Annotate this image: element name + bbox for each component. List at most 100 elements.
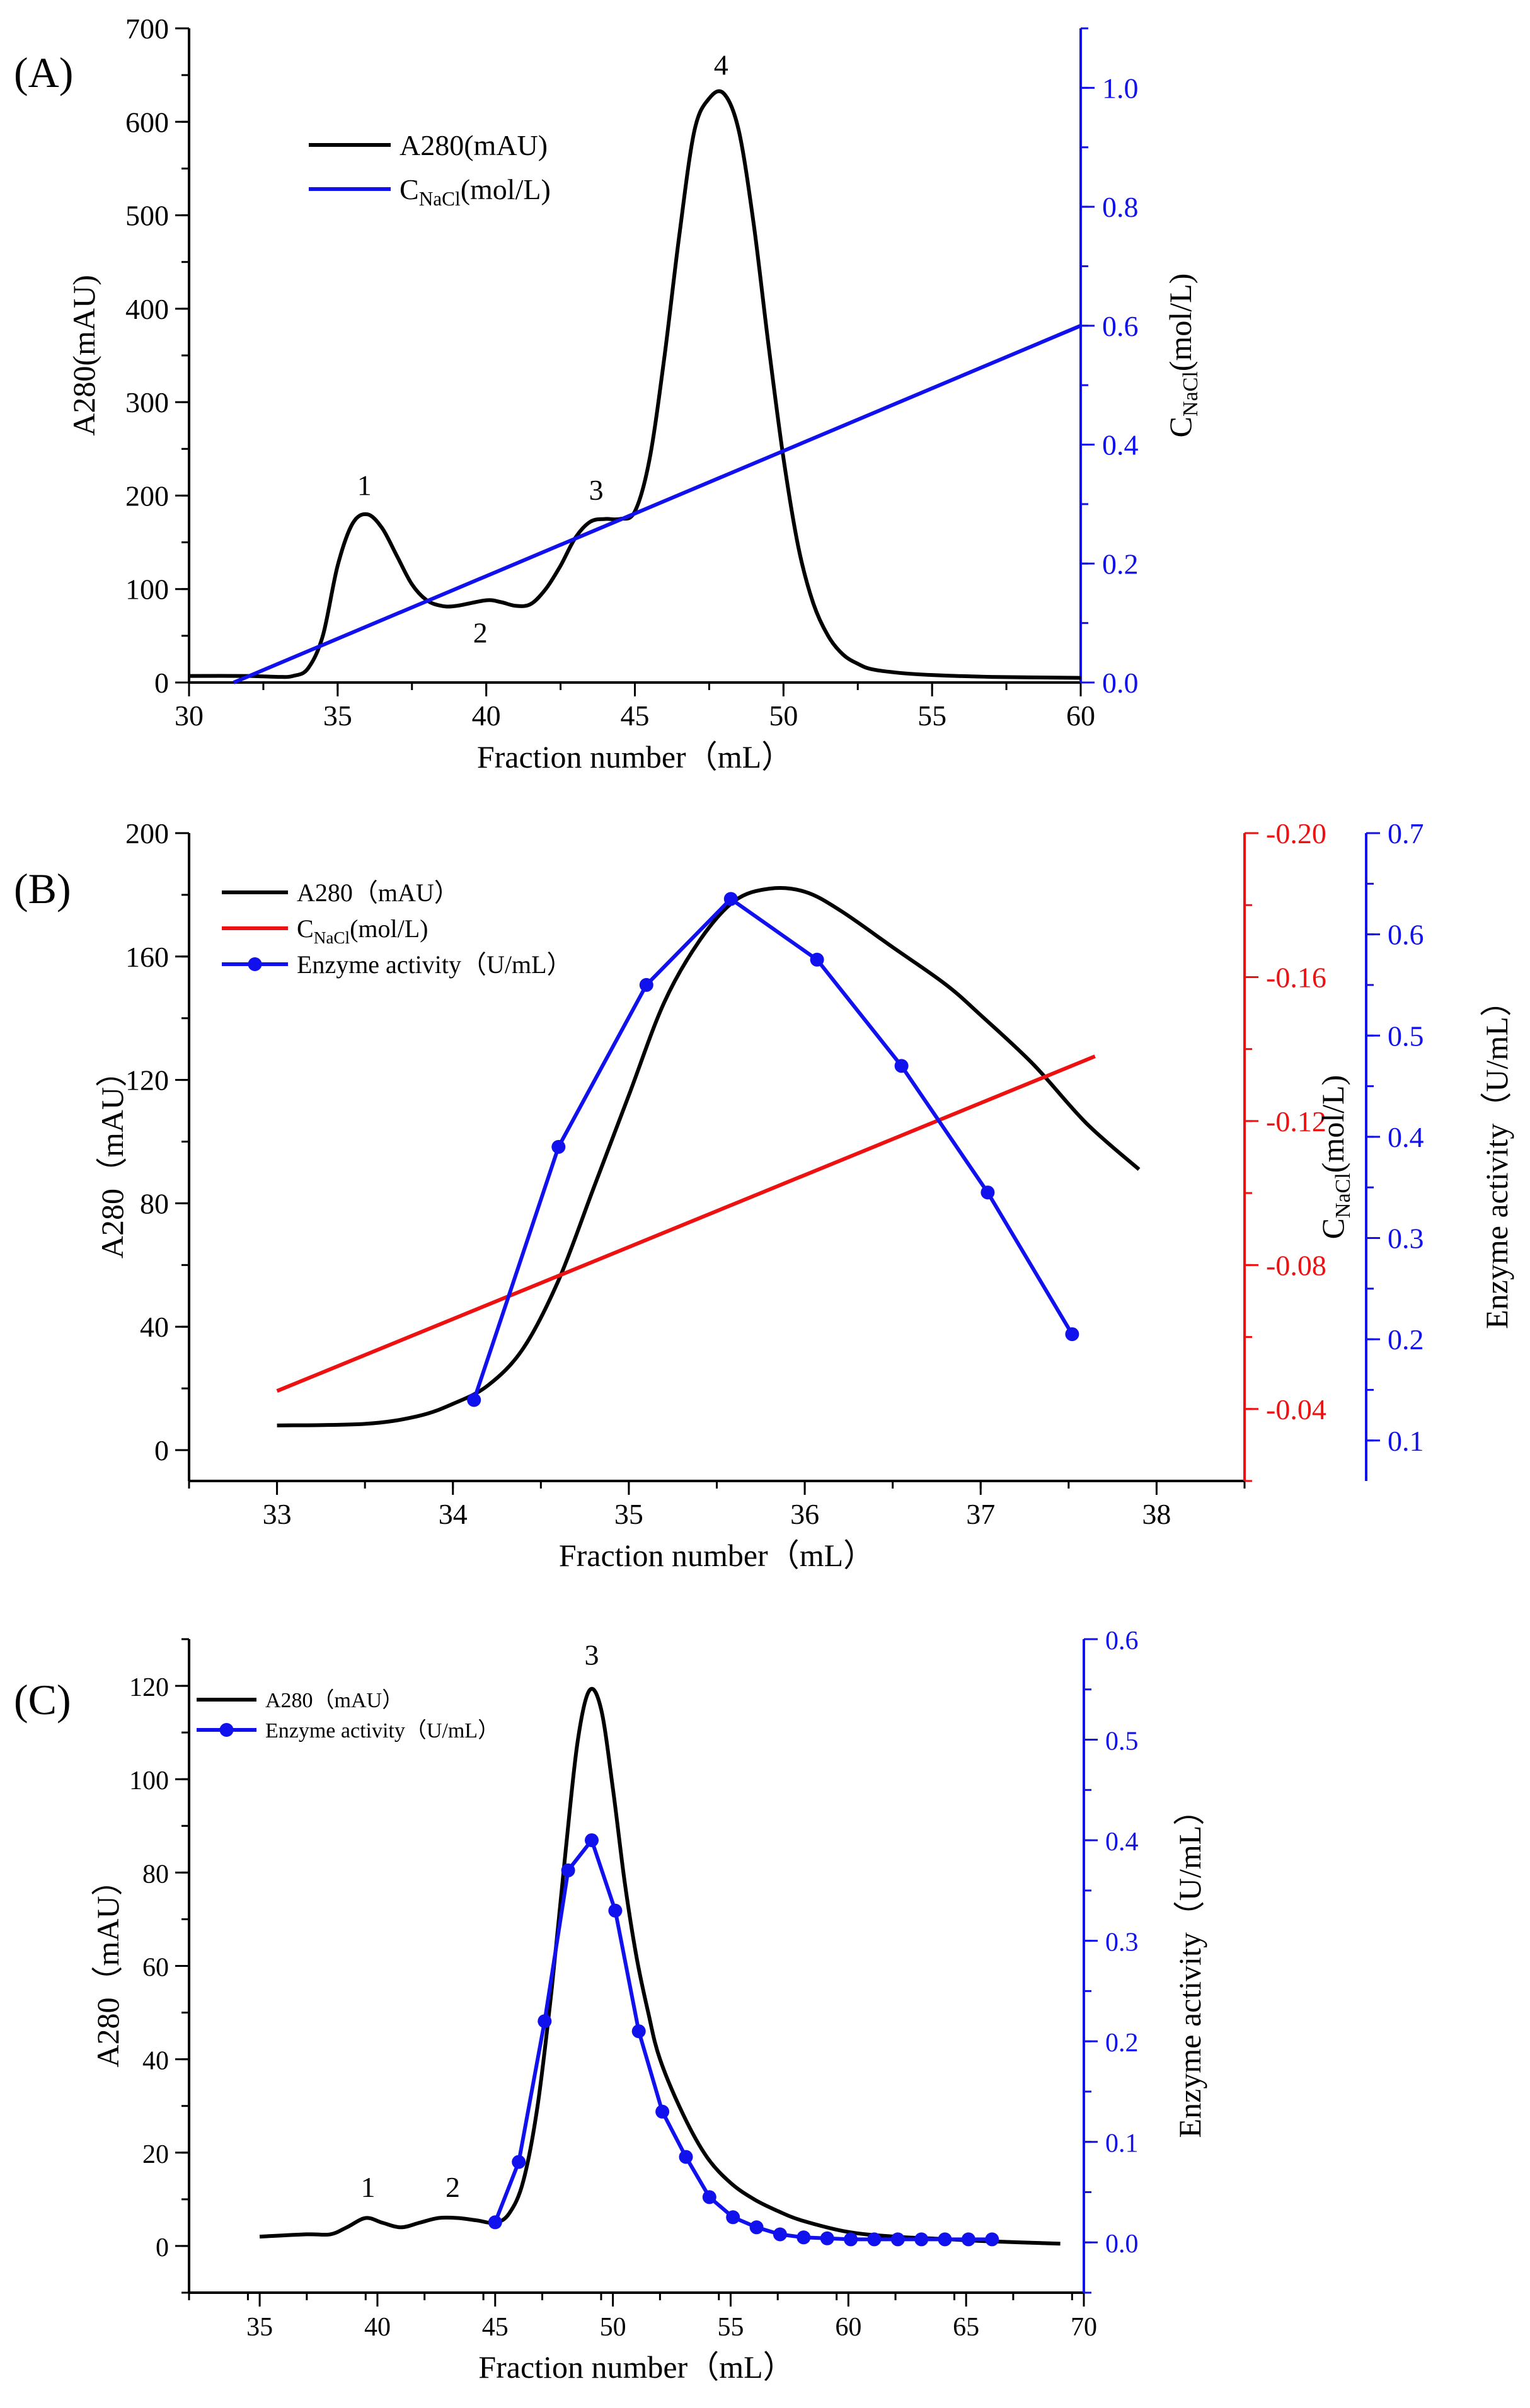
x-tick-label: 35 <box>614 1498 643 1530</box>
y-right-axis-label: CNaCl(mol/L) <box>1163 274 1202 438</box>
y-left-tick-label: 200 <box>125 480 169 512</box>
data-point <box>723 892 738 906</box>
data-point <box>488 2215 502 2230</box>
data-point <box>985 2232 999 2247</box>
series-3 <box>467 892 1079 1407</box>
legend-entry-rest: (mol/L) <box>350 914 428 943</box>
x-tick-label: 37 <box>966 1498 995 1530</box>
series-1 <box>188 89 1081 680</box>
y-right-tick-label: 0.6 <box>1388 919 1424 951</box>
series-2 <box>488 1833 999 2247</box>
y-right-tick-label: 1.0 <box>1102 72 1139 104</box>
series-line <box>472 897 1074 1401</box>
y-right-tick-label: 0.4 <box>1102 429 1139 461</box>
data-point <box>631 2024 646 2039</box>
x-tick-label: 65 <box>953 2313 979 2342</box>
y-left-tick-label: 60 <box>142 1954 169 1983</box>
series-2 <box>276 1054 1096 1393</box>
y-right-axis-label-main: Enzyme activity（U/mL） <box>1172 1794 1207 2138</box>
data-point <box>538 2014 552 2029</box>
y-left-tick-label: 80 <box>142 1860 169 1889</box>
peak-annotation: 3 <box>585 1639 599 1671</box>
y-right-tick-label: 0.3 <box>1105 1928 1139 1957</box>
y-left-tick-label: 100 <box>125 573 169 606</box>
y-right-tick-label: -0.08 <box>1266 1249 1326 1281</box>
data-point <box>867 2232 882 2247</box>
y-left-tick-label: 700 <box>125 13 169 45</box>
y-right-axis-label: Enzyme activity（U/mL） <box>1172 1794 1207 2138</box>
x-tick-label: 38 <box>1142 1498 1171 1530</box>
legend-swatch-marker <box>248 957 262 971</box>
data-point <box>938 2232 952 2247</box>
y-right-tick-label: 0.3 <box>1388 1223 1424 1255</box>
y-left-axis-label: A280（mAU） <box>95 1056 130 1259</box>
y-left-tick-label: 400 <box>125 293 169 325</box>
y-right-tick-label: 0.8 <box>1102 191 1139 223</box>
y-left-tick-label: 500 <box>125 200 169 232</box>
series-line <box>259 1686 1061 2246</box>
peak-annotation: 1 <box>357 470 372 502</box>
data-point <box>655 2104 670 2119</box>
y-right-tick-label: 0.0 <box>1102 667 1139 699</box>
peak-annotation: 1 <box>361 2171 376 2203</box>
legend-swatch-marker <box>219 1723 234 1737</box>
series-line <box>276 1054 1096 1393</box>
legend-entry-main: A280（mAU） <box>297 879 459 907</box>
series-line <box>233 324 1082 684</box>
y-right-tick-label: -0.20 <box>1266 817 1326 850</box>
x-tick-label: 33 <box>263 1498 292 1530</box>
legend: A280（mAU） CNaCl(mol/L) Enzyme activity（U/m… <box>222 879 572 979</box>
legend-entry-main: Enzyme activity（U/mL） <box>297 950 572 979</box>
x-tick-label: 35 <box>246 2313 273 2342</box>
legend-entry-sub: NaCl <box>314 928 350 947</box>
y-left-axis-label: A280(mAU) <box>66 275 101 436</box>
x-tick-label: 40 <box>364 2313 391 2342</box>
peak-annotation: 3 <box>589 474 604 506</box>
x-axis-label: Fraction number（mL） <box>559 1538 875 1573</box>
x-tick-label: 50 <box>600 2313 626 2342</box>
y-right-tick-label: 0.1 <box>1388 1425 1424 1457</box>
x-tick-label: 30 <box>175 700 204 732</box>
y-left-tick-label: 200 <box>125 817 169 850</box>
y-right-tick-label: -0.12 <box>1266 1105 1326 1138</box>
series-line <box>188 89 1081 680</box>
data-point <box>561 1863 575 1877</box>
x-tick-label: 50 <box>769 700 798 732</box>
y-right-tick-label: 0.2 <box>1388 1323 1424 1356</box>
y-left-tick-label: 80 <box>140 1187 169 1219</box>
peak-annotation: 2 <box>473 616 488 648</box>
panel-b: (B) 33 34 35 36 37 38 Fraction number（mL） 0 40 80 1… <box>14 817 1514 1573</box>
y-left-tick-label: 600 <box>125 106 169 138</box>
x-tick-label: 40 <box>472 700 501 732</box>
legend: A280（mAU） Enzyme activity（U/mL） <box>197 1688 499 1743</box>
y-right-axis-label-rest: (mol/L) <box>1315 1075 1350 1173</box>
legend-entry-main: A280(mAU) <box>400 129 548 161</box>
y-left-tick-label: 120 <box>125 1064 169 1097</box>
panel-a: (A) 30 35 40 45 50 55 60 Fraction number（mL） 0 100… <box>14 13 1202 775</box>
y-right-tick-label: -0.04 <box>1266 1393 1326 1426</box>
data-point <box>608 1903 623 1918</box>
data-point <box>981 1185 995 1200</box>
y-left-tick-label: 300 <box>125 386 169 418</box>
x-axis-label: Fraction number（mL） <box>478 2349 794 2385</box>
data-point <box>512 2155 526 2169</box>
y-left-tick-label: 120 <box>129 1673 169 1702</box>
x-axis-label: Fraction number（mL） <box>477 739 793 775</box>
data-point <box>773 2227 787 2242</box>
legend-entry-main: A280（mAU） <box>265 1688 403 1712</box>
peak-annotation: 2 <box>446 2171 460 2203</box>
y-right-tick-label: -0.16 <box>1266 961 1326 993</box>
y-right-tick-label: 0.1 <box>1105 2129 1139 2158</box>
y-right-axis-label-main: C <box>1315 1218 1350 1239</box>
y-right-tick-label: 0.6 <box>1105 1627 1139 1656</box>
y-right-tick-label: 0.4 <box>1105 1828 1139 1857</box>
x-tick-label: 60 <box>1066 700 1095 732</box>
y-left-tick-label: 40 <box>142 2047 169 2076</box>
y-right-tick-label: 0.2 <box>1105 2029 1139 2058</box>
panel-label: (B) <box>14 865 71 913</box>
legend-entry-label: A280（mAU） <box>297 879 459 907</box>
legend-entry-label: A280（mAU） <box>265 1688 403 1712</box>
legend-entry-label: CNaCl(mol/L) <box>297 914 429 947</box>
x-tick-label: 45 <box>621 700 650 732</box>
